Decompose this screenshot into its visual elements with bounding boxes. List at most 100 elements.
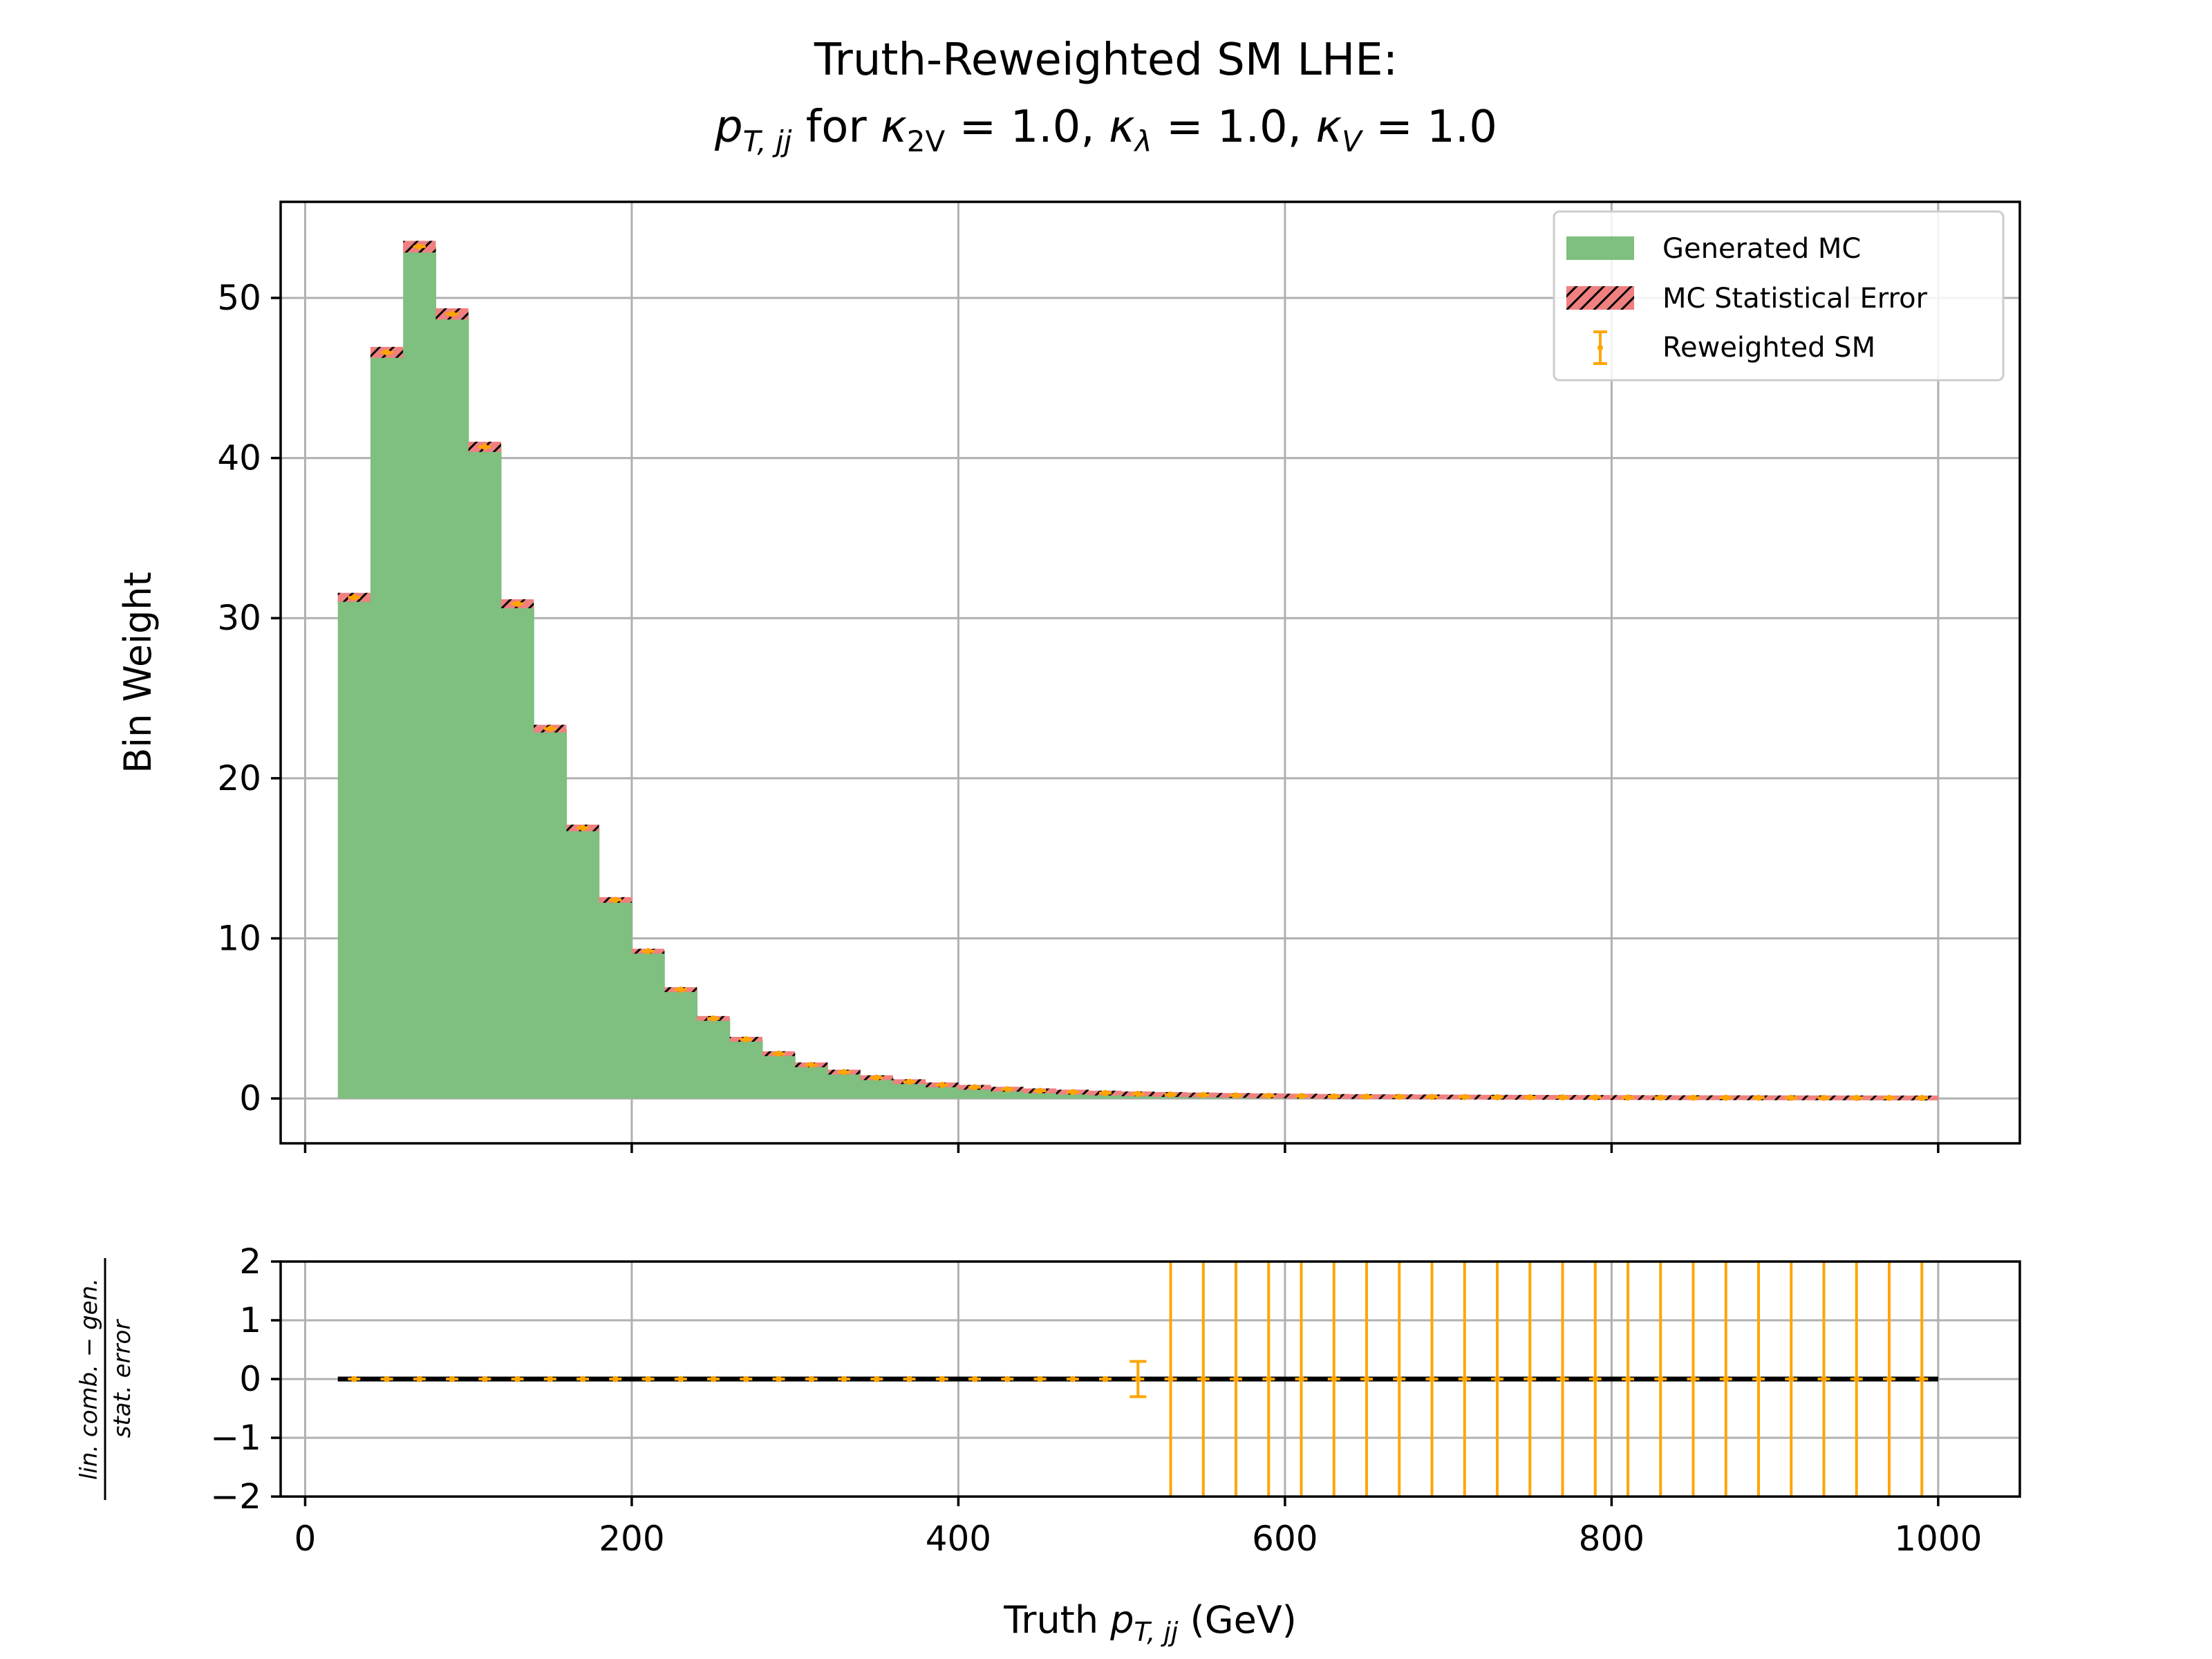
reweighted-sm-point (1298, 1093, 1305, 1100)
reweighted-sm-point (384, 349, 391, 356)
histogram-bar (1056, 1091, 1090, 1099)
ratio-point (579, 1376, 586, 1382)
main-axes-frame (279, 200, 2021, 1145)
ratio-point (1526, 1376, 1533, 1382)
main-y-tick-label: 20 (217, 758, 261, 798)
reweighted-sm-point (1461, 1094, 1468, 1100)
ratio-ticks: 0 200 400 600 800 1000 2 1 0 −1 −2 (210, 1241, 1982, 1559)
subtitle-kv-subscript: V (1342, 124, 1364, 158)
ratio-point (1461, 1376, 1468, 1382)
histogram-bar (860, 1078, 894, 1099)
x-tick-label: 0 (294, 1519, 317, 1559)
reweighted-sm-point (808, 1062, 815, 1068)
subtitle-kv-symbol: κ (1315, 102, 1342, 153)
main-histogram (337, 241, 1939, 1100)
reweighted-sm-point (1429, 1094, 1436, 1100)
reweighted-sm-point (1690, 1094, 1697, 1101)
main-y-tick-label: 0 (239, 1078, 261, 1118)
reweighted-sm-point (416, 243, 423, 250)
histogram-bar (926, 1085, 959, 1099)
chart-subtitle: pT, jj for κ2V = 1.0, κλ = 1.0, κV = 1.0 (714, 102, 1497, 158)
ratio-point (1918, 1376, 1925, 1382)
x-tick-label: 400 (926, 1519, 991, 1559)
reweighted-sm-point (1755, 1094, 1762, 1101)
reweighted-sm-point (1788, 1094, 1794, 1101)
histogram-bar (697, 1018, 731, 1099)
ratio-y-tick-label: 2 (239, 1241, 261, 1282)
subtitle-k2v-symbol: κ (881, 102, 907, 153)
histogram-bar (631, 951, 665, 1099)
histogram-bar (762, 1053, 796, 1099)
ratio-point (1232, 1376, 1239, 1382)
reweighted-sm-point (1331, 1093, 1338, 1100)
ratio-point (384, 1376, 391, 1382)
histogram-bar (337, 597, 371, 1099)
reweighted-sm-point (1200, 1091, 1207, 1098)
legend-label-reweighted-sm: Reweighted SM (1662, 332, 1875, 364)
reweighted-sm-point (776, 1050, 782, 1057)
ratio-point (481, 1376, 488, 1382)
ratio-point (1723, 1376, 1730, 1382)
x-tick-label: 800 (1579, 1519, 1644, 1559)
ratio-point (1853, 1376, 1860, 1382)
reweighted-sm-point (873, 1074, 880, 1081)
ratio-y-label-denominator: stat. error (109, 1319, 136, 1438)
ratio-point (1559, 1376, 1566, 1382)
ratio-point (808, 1376, 815, 1382)
main-y-tick-label: 10 (217, 919, 261, 959)
ratio-point (1298, 1376, 1305, 1382)
ratio-point (1331, 1376, 1338, 1382)
histogram-bar (500, 603, 534, 1099)
histogram-bar (599, 899, 632, 1099)
reweighted-sm-point (1559, 1094, 1566, 1101)
chart-title: Truth-Reweighted SM LHE: (814, 35, 1398, 86)
ratio-point (1494, 1376, 1501, 1382)
main-reweighted-points (348, 243, 1929, 1101)
reweighted-sm-point (677, 986, 684, 993)
histogram-bar (795, 1065, 829, 1099)
reweighted-sm-point (742, 1035, 749, 1042)
ratio-point (1657, 1376, 1664, 1382)
ratio-point (1200, 1376, 1207, 1382)
ratio-point (350, 1376, 357, 1382)
ratio-y-tick-label: −1 (210, 1418, 261, 1458)
legend-swatch-generated-mc (1566, 236, 1634, 260)
subtitle-pt-symbol: p (714, 102, 743, 153)
ratio-point (776, 1376, 782, 1382)
main-y-tick-label: 30 (217, 598, 261, 638)
reweighted-sm-point (1168, 1091, 1174, 1098)
reweighted-sm-point (449, 310, 456, 317)
ratio-point (1069, 1376, 1076, 1382)
reweighted-sm-point (1232, 1092, 1239, 1099)
reweighted-sm-point (481, 443, 488, 450)
reweighted-sm-point (1265, 1092, 1272, 1099)
reweighted-sm-point (350, 594, 357, 601)
reweighted-sm-point (1363, 1093, 1370, 1100)
reweighted-sm-point (1037, 1087, 1044, 1094)
reweighted-sm-point (612, 897, 619, 903)
ratio-point (1690, 1376, 1697, 1382)
main-y-axis-label: Bin Weight (116, 572, 160, 774)
reweighted-sm-point (1069, 1089, 1076, 1096)
histogram-bar (468, 447, 502, 1099)
legend-box (1553, 210, 2005, 382)
ratio-y-tick-label: −2 (210, 1477, 261, 1517)
subtitle-kl-value: = 1.0, (1152, 102, 1316, 153)
reweighted-sm-point (1494, 1094, 1501, 1100)
subtitle-for: for (791, 102, 881, 153)
ratio-point (1755, 1376, 1762, 1382)
ratio-point (710, 1376, 717, 1382)
ratio-point (873, 1376, 880, 1382)
histogram-bar (958, 1087, 992, 1099)
reweighted-sm-point (1102, 1089, 1109, 1096)
ratio-y-axis-label: lin. comb. − gen. stat. error (75, 1258, 136, 1500)
x-tick-label: 200 (599, 1519, 664, 1559)
ratio-y-label-numerator: lin. comb. − gen. (75, 1278, 103, 1480)
ratio-point (971, 1376, 978, 1382)
ratio-point (939, 1376, 946, 1382)
reweighted-sm-point (1657, 1094, 1664, 1101)
histogram-bar (827, 1071, 861, 1099)
ratio-point (742, 1376, 749, 1382)
ratio-point (1429, 1376, 1436, 1382)
reweighted-sm-point (939, 1081, 946, 1088)
